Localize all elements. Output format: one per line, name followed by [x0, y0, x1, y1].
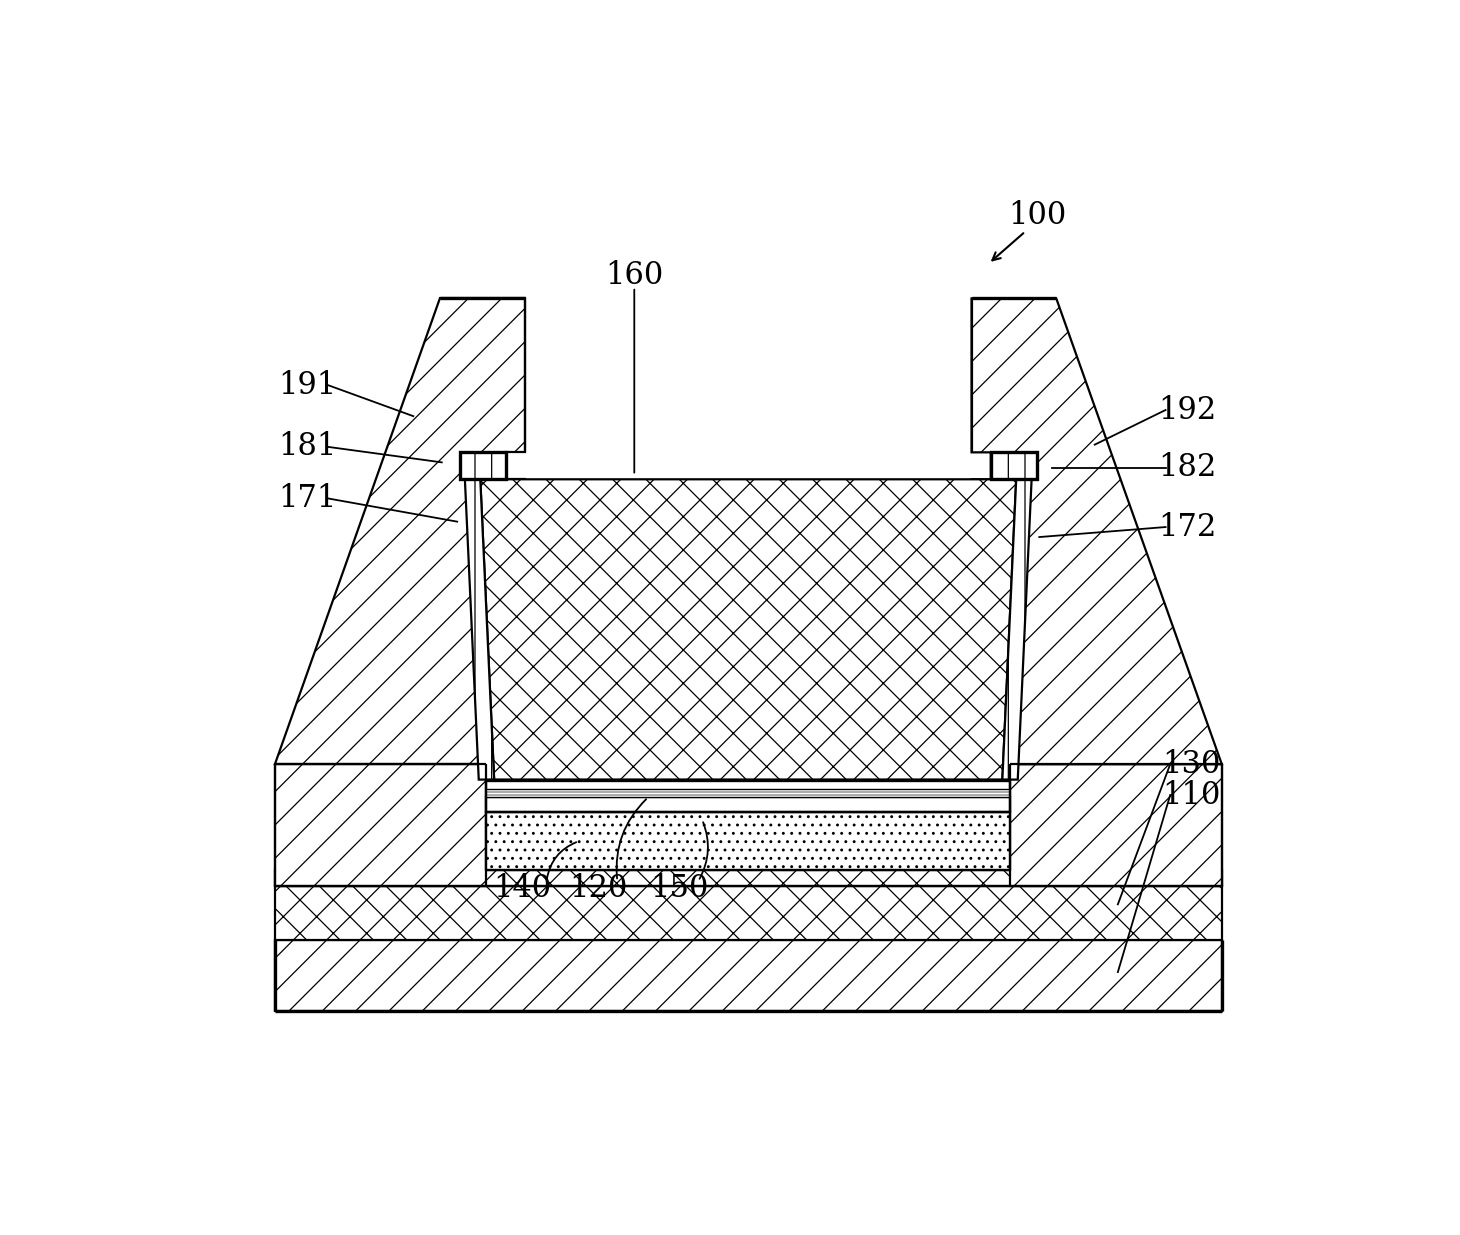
- Text: 110: 110: [1162, 779, 1221, 810]
- Polygon shape: [274, 764, 486, 885]
- Text: 160: 160: [604, 259, 663, 290]
- Polygon shape: [460, 452, 505, 479]
- Polygon shape: [971, 299, 1222, 764]
- Polygon shape: [991, 452, 1037, 479]
- Polygon shape: [274, 299, 526, 764]
- Polygon shape: [274, 885, 1222, 940]
- Polygon shape: [1003, 479, 1032, 779]
- Text: 171: 171: [279, 483, 337, 514]
- Polygon shape: [274, 871, 1222, 885]
- Text: 172: 172: [1158, 511, 1216, 542]
- Text: 100: 100: [1007, 200, 1066, 231]
- Text: 150: 150: [650, 873, 708, 904]
- Text: 181: 181: [279, 431, 337, 462]
- Text: 191: 191: [279, 369, 337, 401]
- Text: 192: 192: [1158, 394, 1216, 426]
- Polygon shape: [486, 798, 1010, 811]
- Text: 120: 120: [569, 873, 628, 904]
- Polygon shape: [464, 479, 493, 779]
- Polygon shape: [486, 789, 1010, 798]
- Polygon shape: [486, 811, 1010, 871]
- Text: 130: 130: [1162, 748, 1221, 779]
- Polygon shape: [274, 940, 1222, 1010]
- Text: 182: 182: [1158, 452, 1216, 483]
- Polygon shape: [480, 479, 1016, 779]
- Polygon shape: [1010, 764, 1222, 885]
- Text: 140: 140: [493, 873, 552, 904]
